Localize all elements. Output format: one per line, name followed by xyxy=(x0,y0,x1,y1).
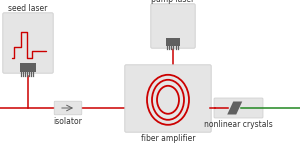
Bar xyxy=(166,38,180,46)
Text: pump laser: pump laser xyxy=(152,0,195,4)
Text: isolator: isolator xyxy=(54,117,82,126)
FancyBboxPatch shape xyxy=(214,98,263,118)
Text: nonlinear crystals: nonlinear crystals xyxy=(204,120,273,129)
Bar xyxy=(20,63,36,72)
Polygon shape xyxy=(227,101,242,115)
FancyBboxPatch shape xyxy=(125,65,211,132)
FancyBboxPatch shape xyxy=(151,4,195,48)
FancyBboxPatch shape xyxy=(54,101,82,115)
FancyBboxPatch shape xyxy=(3,13,53,73)
Text: fiber amplifier: fiber amplifier xyxy=(141,134,195,143)
Text: seed laser: seed laser xyxy=(8,4,48,13)
